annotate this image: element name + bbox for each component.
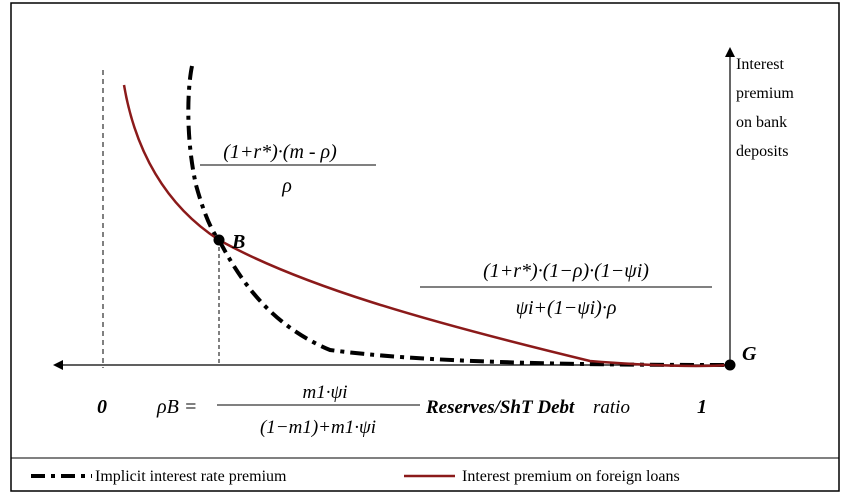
foreign-loans-curve	[122, 84, 731, 368]
point-b-marker	[213, 234, 225, 246]
rho-b-lhs: ρB =	[156, 396, 197, 418]
x-origin-label: 0	[97, 396, 107, 418]
diagram-frame	[10, 2, 840, 492]
x-end-label: 1	[697, 396, 707, 418]
implicit-formula-numerator: (1+r*)·(m - ρ)	[223, 141, 337, 163]
legend: Implicit interest rate premium Interest …	[31, 468, 680, 485]
implicit-premium-curve	[186, 65, 731, 367]
foreign-formula-numerator: (1+r*)·(1−ρ)·(1−ψi)	[483, 260, 649, 282]
point-g-marker	[724, 359, 736, 371]
x-axis-title-plain: ratio	[593, 397, 630, 418]
legend-label-foreign: Interest premium on foreign loans	[462, 468, 680, 485]
rho-b-numerator: m1·ψi	[302, 382, 347, 403]
implicit-formula-denominator: ρ	[281, 175, 292, 197]
rho-b-denominator: (1−m1)+m1·ψi	[260, 417, 376, 438]
y-axis-title: Interest premium on bank deposits	[736, 56, 798, 160]
point-g-label: G	[742, 343, 757, 365]
foreign-formula-denominator: ψi+(1−ψi)·ρ	[516, 297, 617, 319]
legend-label-implicit: Implicit interest rate premium	[95, 468, 287, 485]
x-axis-title-bold: Reserves/ShT Debt	[425, 397, 575, 418]
point-b-label: B	[231, 231, 245, 253]
